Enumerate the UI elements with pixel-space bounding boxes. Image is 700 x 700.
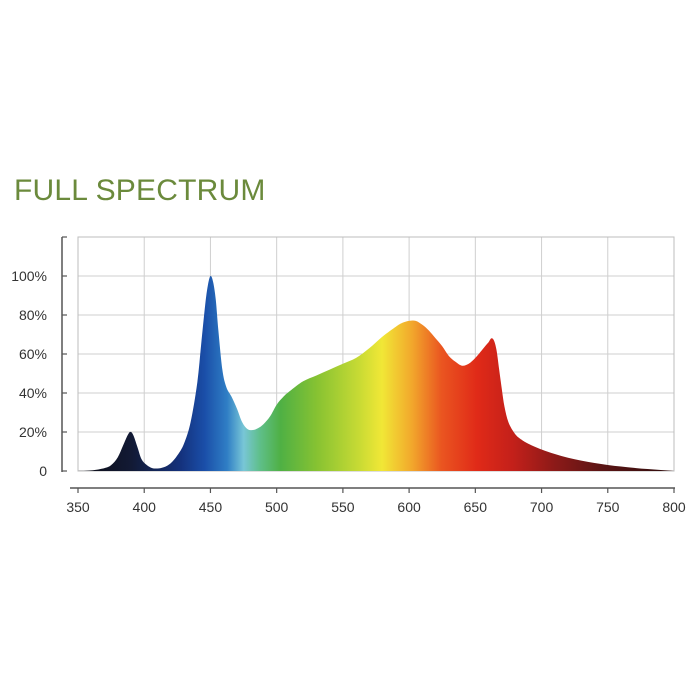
x-axis-tick-labels: 350 400 450 500 550 600 650 700 750 800: [66, 499, 686, 515]
x-tick-label: 500: [265, 499, 289, 515]
x-tick-label: 750: [596, 499, 620, 515]
x-tick-label: 650: [464, 499, 488, 515]
x-tick-label: 400: [133, 499, 157, 515]
x-tick-label: 550: [331, 499, 355, 515]
y-tick-label: 100%: [11, 268, 47, 284]
y-tick-label: 60%: [19, 346, 47, 362]
y-tick-label: 0: [39, 463, 47, 479]
x-tick-label: 350: [66, 499, 90, 515]
y-tick-label: 80%: [19, 307, 47, 323]
y-tick-label: 40%: [19, 385, 47, 401]
spectrum-area: [78, 275, 674, 471]
x-tick-label: 600: [397, 499, 421, 515]
chart-title: FULL SPECTRUM: [14, 174, 266, 207]
axes: [61, 236, 675, 493]
y-tick-label: 20%: [19, 424, 47, 440]
x-tick-label: 700: [530, 499, 554, 515]
x-tick-label: 450: [199, 499, 223, 515]
x-tick-label: 800: [662, 499, 686, 515]
y-axis-tick-labels: 0 20% 40% 60% 80% 100%: [11, 268, 47, 479]
